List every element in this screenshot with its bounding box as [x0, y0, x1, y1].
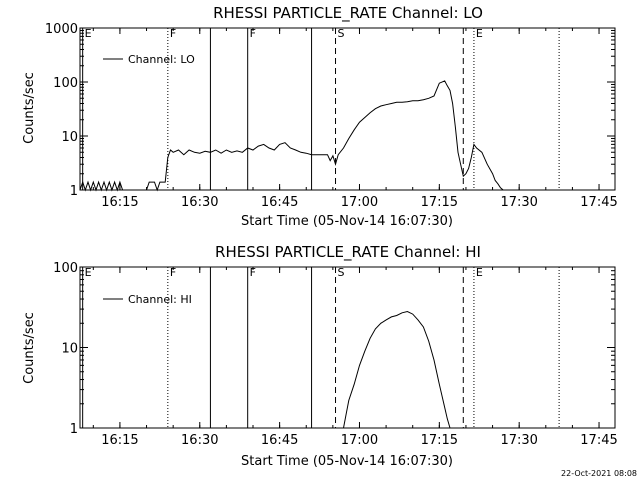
lo-flag-label: S: [338, 27, 345, 40]
lo-plot-frame: [79, 27, 616, 191]
lo-x-tick-label: 17:45: [580, 195, 617, 210]
hi-channel-panel: RHESSI PARTICLE_RATE Channel: HI 16:15 16…: [22, 243, 618, 469]
hi-y-axis-label: Counts/sec: [22, 312, 37, 384]
generation-timestamp: 22-Oct-2021 08:08: [561, 469, 637, 478]
hi-x-axis-label: Start Time (05-Nov-14 16:07:30): [241, 454, 453, 469]
hi-legend-label: Channel: HI: [128, 293, 192, 306]
lo-x-tick-label: 17:15: [421, 195, 458, 210]
lo-flag-label: E: [85, 27, 92, 40]
lo-y-tick-label: 1: [70, 184, 78, 199]
hi-x-tick-label: 17:30: [500, 433, 537, 448]
lo-chart-title: RHESSI PARTICLE_RATE Channel: LO: [213, 4, 483, 23]
lo-channel-panel: RHESSI PARTICLE_RATE Channel: LO 16:15 16…: [22, 4, 618, 229]
lo-x-tick-label: 17:00: [341, 195, 378, 210]
hi-flag-label: F: [250, 266, 256, 279]
lo-legend-label: Channel: LO: [128, 53, 195, 66]
hi-x-tick-label: 17:00: [341, 433, 378, 448]
hi-flag-label: E: [85, 266, 92, 279]
hi-x-tick-label: 17:45: [580, 433, 617, 448]
lo-y-axis-label: Counts/sec: [22, 72, 37, 144]
hi-chart-title: RHESSI PARTICLE_RATE Channel: HI: [215, 243, 481, 262]
lo-series-line-0: [79, 80, 504, 192]
lo-x-tick-label: 16:30: [181, 195, 218, 210]
lo-flag-label: F: [170, 27, 176, 40]
hi-flag-label: S: [338, 266, 345, 279]
hi-flag-label: E: [476, 266, 483, 279]
lo-x-axis-label: Start Time (05-Nov-14 16:07:30): [241, 214, 453, 229]
lo-x-tick-label: 16:15: [101, 195, 138, 210]
hi-x-tick-label: 16:30: [181, 433, 218, 448]
hi-y-tick-label: 10: [61, 342, 78, 357]
hi-chart-marks: 16:15 16:30 16:45 17:00 17:15 17:30 17:45 1 10 10…: [53, 261, 618, 448]
lo-flag-label: F: [250, 27, 256, 40]
lo-x-tick-label: 16:45: [261, 195, 298, 210]
lo-x-tick-label: 17:30: [500, 195, 537, 210]
hi-y-tick-label: 100: [53, 261, 78, 276]
lo-chart-marks: 16:15 16:30 16:45 17:00 17:15 17:30 17:45 1 10 10…: [45, 22, 618, 210]
lo-y-tick-label: 1000: [45, 22, 78, 37]
hi-x-tick-label: 17:15: [421, 433, 458, 448]
lo-legend: Channel: LO: [103, 53, 195, 66]
hi-y-tick-label: 1: [70, 422, 78, 437]
hi-series-line-0: [343, 310, 451, 429]
hi-x-tick-label: 16:15: [101, 433, 138, 448]
lo-y-tick-label: 10: [61, 130, 78, 145]
lo-flag-label: E: [476, 27, 483, 40]
hi-legend: Channel: HI: [103, 293, 192, 306]
lo-y-tick-label: 100: [53, 76, 78, 91]
hi-x-tick-label: 16:45: [261, 433, 298, 448]
hi-flag-label: F: [170, 266, 176, 279]
